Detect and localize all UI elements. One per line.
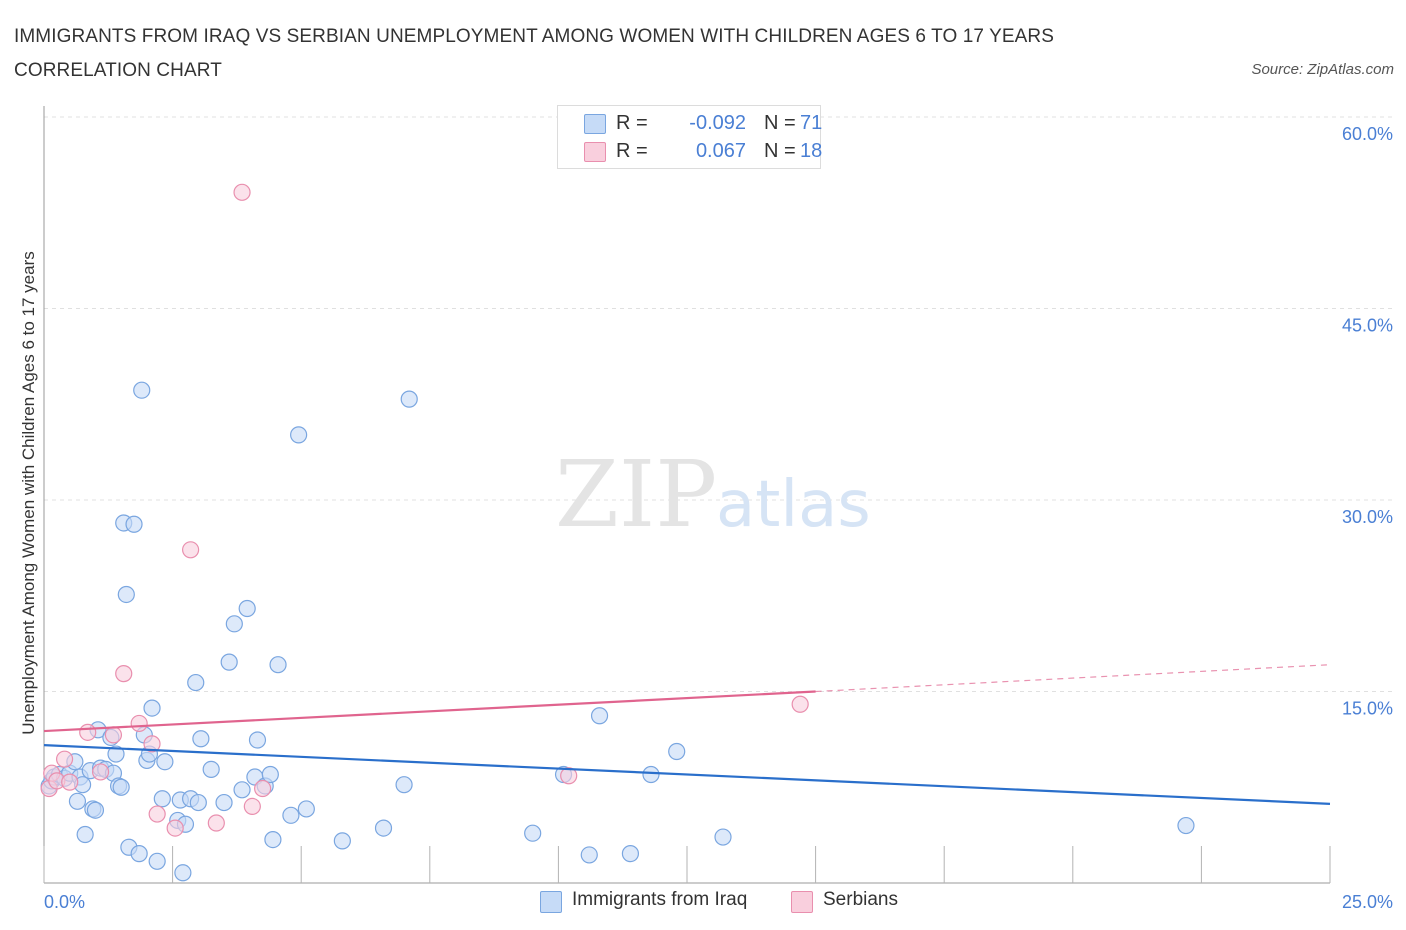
iraq-point	[76, 825, 94, 844]
iraq-point	[143, 699, 161, 717]
legend-r-value-iraq: -0.092	[689, 112, 746, 134]
chart-title: IMMIGRANTS FROM IRAQ VS SERBIAN UNEMPLOY…	[14, 26, 1054, 81]
iraq-point	[333, 832, 351, 850]
serbian-point	[104, 726, 123, 744]
iraq-point	[133, 381, 151, 399]
iraq-point	[264, 830, 282, 849]
serbian-point	[560, 767, 578, 785]
correlation-legend: R = -0.092 N = 71 R = 0.067 N = 18	[557, 105, 823, 169]
iraq-point	[261, 765, 279, 784]
iraq-point	[117, 585, 135, 604]
y-tick-label: 15.0%	[1342, 699, 1393, 719]
x-tick-label-max: 25.0%	[1342, 892, 1393, 912]
serbian-point	[166, 819, 184, 837]
bottom-legend-swatch-iraq	[540, 891, 562, 913]
iraq-point	[112, 778, 130, 796]
iraq-point	[668, 742, 686, 761]
iraq-point	[86, 801, 105, 819]
bottom-legend-label-iraq: Immigrants from Iraq	[572, 889, 748, 910]
serbian-trend-extension	[815, 664, 1331, 693]
legend-n-label: N =	[764, 140, 796, 162]
legend-n-value-iraq: 71	[800, 112, 823, 134]
iraq-point	[282, 806, 300, 824]
y-tick-label: 60.0%	[1342, 124, 1393, 144]
iraq-trend-line	[43, 744, 1331, 805]
iraq-point	[400, 390, 418, 408]
serbian-trend-line	[43, 690, 816, 733]
iraq-point	[269, 656, 287, 674]
serbian-point	[61, 773, 79, 791]
serbian-point	[79, 723, 97, 741]
serbian-point	[233, 183, 251, 201]
bottom-legend-label-serbians: Serbians	[823, 889, 898, 910]
iraq-point	[590, 707, 609, 725]
iraq-point	[153, 790, 171, 808]
serbian-point	[148, 805, 166, 823]
iraq-point	[148, 852, 166, 870]
serbian-point	[243, 797, 261, 816]
legend-swatch-iraq	[584, 114, 606, 134]
source-label: Source: ZipAtlas.com	[1251, 61, 1394, 78]
iraq-point	[297, 800, 315, 818]
serbian-point	[254, 779, 272, 798]
iraq-point	[621, 845, 640, 863]
iraq-point	[374, 819, 393, 837]
trend-lines	[43, 664, 1331, 805]
iraq-point	[642, 765, 660, 784]
legend-r-value-serbians: 0.067	[695, 140, 746, 162]
watermark-atlas: atlas	[716, 468, 871, 542]
iraq-point	[233, 781, 251, 799]
serbian-point	[130, 714, 148, 733]
iraq-point	[189, 793, 207, 812]
iraq-point	[395, 776, 413, 794]
serbian-point	[143, 735, 161, 753]
iraq-point	[125, 515, 143, 533]
iraq-point	[107, 745, 125, 763]
iraq-point	[1177, 816, 1195, 835]
watermark-zip: ZIP	[555, 441, 717, 548]
x-axis-ticks	[43, 846, 1331, 883]
iraq-point	[68, 792, 87, 810]
iraq-point	[202, 760, 220, 778]
iraq-point	[248, 731, 267, 749]
x-tick-label-min: 0.0%	[44, 892, 85, 912]
serbian-point	[182, 541, 200, 559]
serbian-point	[55, 750, 74, 768]
data-points	[40, 183, 1195, 882]
y-tick-label: 45.0%	[1342, 316, 1393, 336]
serbian-point	[791, 695, 809, 713]
serbian-point	[91, 763, 110, 781]
legend-r-label: R =	[616, 112, 648, 134]
y-tick-label: 30.0%	[1342, 507, 1393, 527]
bottom-legend-swatch-serbians	[791, 891, 813, 913]
iraq-point	[524, 824, 542, 842]
legend-swatch-serbians	[584, 142, 606, 162]
y-tick-labels: 15.0% 30.0% 45.0% 60.0%	[1342, 124, 1393, 719]
iraq-point	[215, 793, 233, 812]
iraq-point	[714, 828, 732, 846]
iraq-point	[130, 845, 148, 863]
iraq-point	[156, 753, 174, 771]
iraq-point	[580, 846, 598, 864]
iraq-point	[174, 864, 192, 882]
serbian-point	[207, 814, 225, 832]
iraq-point	[192, 730, 210, 748]
iraq-point	[187, 673, 205, 692]
iraq-point	[238, 599, 256, 618]
legend-n-value-serbians: 18	[800, 140, 823, 162]
serbian-point	[115, 665, 133, 683]
legend-r-label: R =	[616, 140, 648, 162]
legend-n-label: N =	[764, 112, 796, 134]
iraq-point	[290, 426, 308, 444]
iraq-point	[220, 653, 238, 671]
iraq-point	[225, 615, 243, 633]
